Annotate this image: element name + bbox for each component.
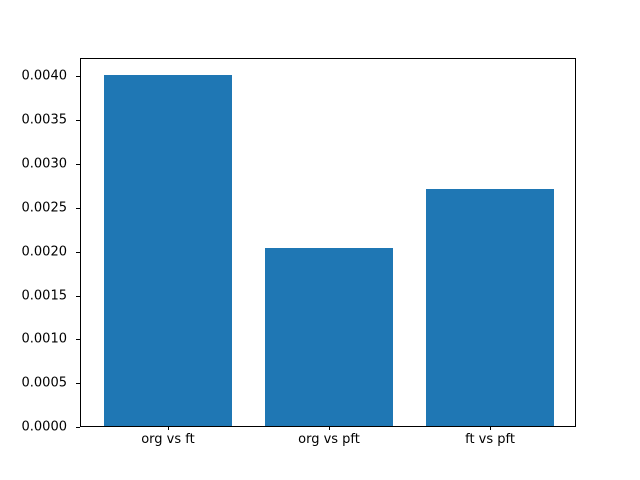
y-tick-label: 0.0025 xyxy=(21,200,68,216)
x-category-label: org vs ft xyxy=(141,432,195,447)
y-tick-mark xyxy=(76,295,80,297)
y-tick-label: 0.0020 xyxy=(21,244,68,260)
y-tick-label: 0.0030 xyxy=(21,156,68,172)
y-axis-tick-labels: 0.0000 0.0005 0.0010 0.0015 0.0020 0.0025 0.00… xyxy=(0,58,75,434)
y-tick-label: 0.0035 xyxy=(21,112,68,128)
y-tick-mark xyxy=(76,76,80,78)
x-category-label: org vs pft xyxy=(298,432,360,447)
y-tick-mark xyxy=(76,120,80,122)
y-tick-mark xyxy=(76,427,80,428)
y-tick-mark xyxy=(76,207,80,209)
bar xyxy=(264,248,394,426)
bar xyxy=(425,189,555,426)
x-tick-mark xyxy=(167,426,169,430)
y-tick-label: 0.0040 xyxy=(21,68,68,84)
plot-area: org vs ft org vs pft ft vs pft xyxy=(76,58,576,446)
x-tick-mark xyxy=(329,426,330,430)
y-tick-mark xyxy=(76,339,80,341)
bar xyxy=(103,74,233,426)
y-tick-label: 0.0015 xyxy=(21,288,68,304)
y-tick-label: 0.0005 xyxy=(21,375,68,391)
x-tick-mark xyxy=(490,426,492,430)
y-tick-mark xyxy=(76,164,80,166)
y-tick-label: 0.0000 xyxy=(21,419,68,435)
x-category-label: ft vs pft xyxy=(465,432,515,447)
y-tick-mark xyxy=(76,383,80,385)
y-tick-label: 0.0010 xyxy=(21,331,68,347)
y-tick-mark xyxy=(76,251,80,253)
